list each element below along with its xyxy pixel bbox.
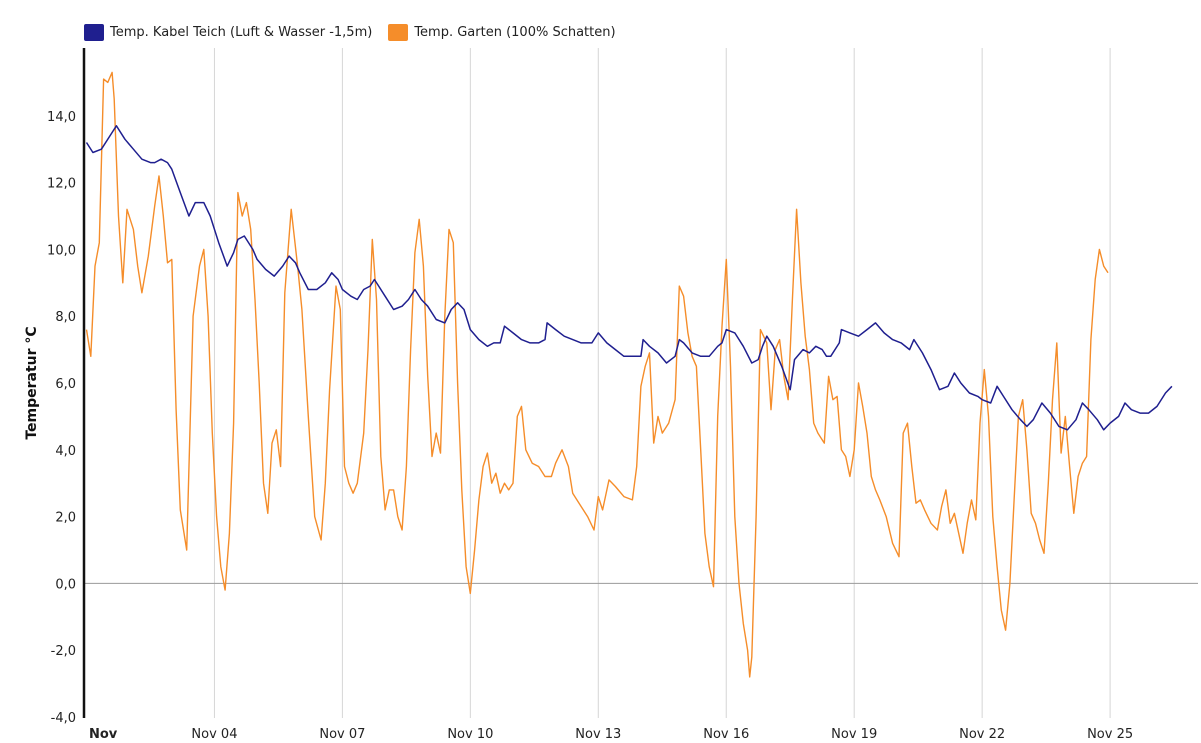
- x-axis-ticks: Nov Nov 04 Nov 07 Nov 10 Nov 13 Nov 16 Nov 19 N…: [89, 727, 1133, 742]
- series-line-garten: [85, 71, 1109, 678]
- legend-label-garten: Temp. Garten (100% Schatten): [414, 25, 616, 40]
- legend-swatch-garten: [388, 24, 409, 41]
- legend-item-garten[interactable]: Temp. Garten (100% Schatten): [388, 24, 616, 41]
- x-tick-label: Nov: [89, 727, 118, 742]
- y-tick-label: 14,0: [47, 110, 76, 125]
- legend-item-kabel-teich[interactable]: Temp. Kabel Teich (Luft & Wasser -1,5m): [84, 24, 372, 41]
- x-tick-label: Nov 07: [319, 727, 365, 742]
- y-tick-label: 8,0: [55, 310, 76, 325]
- legend-swatch-kabel-teich: [84, 24, 104, 41]
- vertical-grid-lines: [213, 48, 1111, 718]
- y-tick-label: -4,0: [51, 711, 76, 726]
- y-axis-ticks: -4,0 -2,0 0,0 2,0 4,0 6,0 8,0 10,0 12,0 14,0: [47, 110, 76, 726]
- series-line-kabel-teich: [85, 125, 1173, 431]
- x-tick-label: Nov 16: [703, 727, 749, 742]
- y-tick-label: 12,0: [47, 177, 76, 192]
- y-tick-label: -2,0: [51, 644, 76, 659]
- legend-label-kabel-teich: Temp. Kabel Teich (Luft & Wasser -1,5m): [110, 25, 373, 40]
- y-tick-label: 6,0: [55, 377, 76, 392]
- series-layer: [85, 71, 1173, 678]
- chart-legend: Temp. Kabel Teich (Luft & Wasser -1,5m) …: [84, 24, 616, 41]
- x-tick-label: Nov 25: [1087, 727, 1133, 742]
- x-tick-label: Nov 19: [831, 727, 877, 742]
- x-tick-label: Nov 04: [191, 727, 237, 742]
- x-tick-label: Nov 10: [447, 727, 493, 742]
- y-tick-label: 10,0: [47, 243, 76, 258]
- y-tick-label: 2,0: [55, 511, 76, 526]
- x-tick-label: Nov 13: [575, 727, 621, 742]
- y-tick-label: 4,0: [55, 444, 76, 459]
- x-tick-label: Nov 22: [959, 727, 1005, 742]
- y-axis-label: Temperatur °C: [24, 326, 40, 439]
- y-tick-label: 0,0: [55, 577, 76, 592]
